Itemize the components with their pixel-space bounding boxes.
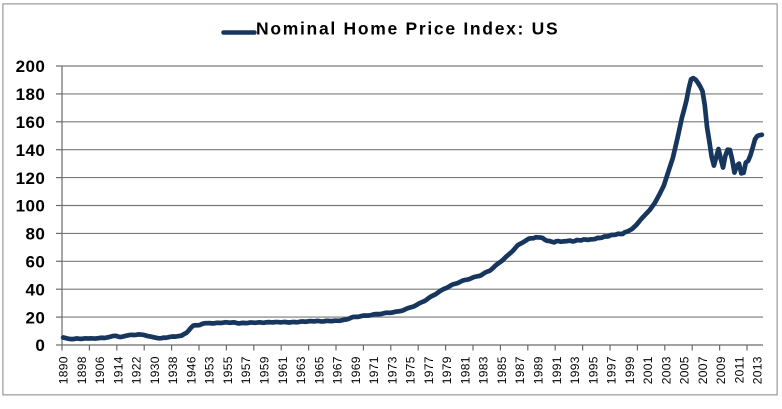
svg-text:1991: 1991 <box>550 356 564 384</box>
svg-text:2011: 2011 <box>732 356 746 383</box>
svg-text:60: 60 <box>25 253 45 272</box>
svg-text:1993: 1993 <box>568 356 582 384</box>
svg-text:1965: 1965 <box>312 356 326 384</box>
svg-text:1983: 1983 <box>477 356 491 384</box>
svg-text:1938: 1938 <box>166 356 180 384</box>
svg-text:1955: 1955 <box>221 356 235 384</box>
svg-text:200: 200 <box>16 57 46 76</box>
svg-text:1985: 1985 <box>495 356 509 384</box>
svg-text:1946: 1946 <box>184 356 198 384</box>
svg-text:2003: 2003 <box>659 356 673 384</box>
svg-text:100: 100 <box>16 197 46 216</box>
svg-text:160: 160 <box>16 113 46 132</box>
svg-text:1987: 1987 <box>513 356 527 384</box>
svg-text:1975: 1975 <box>404 356 418 384</box>
svg-text:2007: 2007 <box>696 356 710 384</box>
svg-text:2005: 2005 <box>678 356 692 384</box>
svg-text:Nominal Home Price Index: US: Nominal Home Price Index: US <box>256 18 559 38</box>
svg-text:1930: 1930 <box>148 356 162 384</box>
svg-text:1967: 1967 <box>331 356 345 384</box>
svg-text:1981: 1981 <box>458 356 472 384</box>
svg-text:120: 120 <box>16 169 46 188</box>
svg-text:1890: 1890 <box>57 356 71 384</box>
svg-text:80: 80 <box>25 225 45 244</box>
svg-text:1906: 1906 <box>93 356 107 384</box>
svg-text:1971: 1971 <box>367 356 381 384</box>
svg-text:1953: 1953 <box>203 356 217 384</box>
svg-text:20: 20 <box>25 308 45 327</box>
svg-text:2009: 2009 <box>714 356 728 384</box>
svg-text:1997: 1997 <box>605 356 619 384</box>
svg-text:1989: 1989 <box>531 356 545 384</box>
svg-text:1963: 1963 <box>294 356 308 384</box>
svg-text:0: 0 <box>35 336 45 355</box>
svg-text:1898: 1898 <box>75 356 89 384</box>
svg-text:1973: 1973 <box>385 356 399 384</box>
svg-text:140: 140 <box>16 141 46 160</box>
svg-text:1914: 1914 <box>111 356 125 384</box>
svg-text:1999: 1999 <box>623 356 637 384</box>
svg-text:1961: 1961 <box>276 356 290 384</box>
svg-text:1969: 1969 <box>349 356 363 384</box>
svg-text:1979: 1979 <box>440 356 454 384</box>
svg-text:1995: 1995 <box>586 356 600 384</box>
svg-text:1977: 1977 <box>422 356 436 384</box>
svg-text:1922: 1922 <box>130 356 144 384</box>
svg-text:2001: 2001 <box>641 356 655 384</box>
svg-text:1959: 1959 <box>257 356 271 384</box>
svg-text:40: 40 <box>25 280 45 299</box>
svg-text:2013: 2013 <box>751 356 765 384</box>
svg-text:180: 180 <box>16 85 46 104</box>
svg-text:1957: 1957 <box>239 356 253 384</box>
